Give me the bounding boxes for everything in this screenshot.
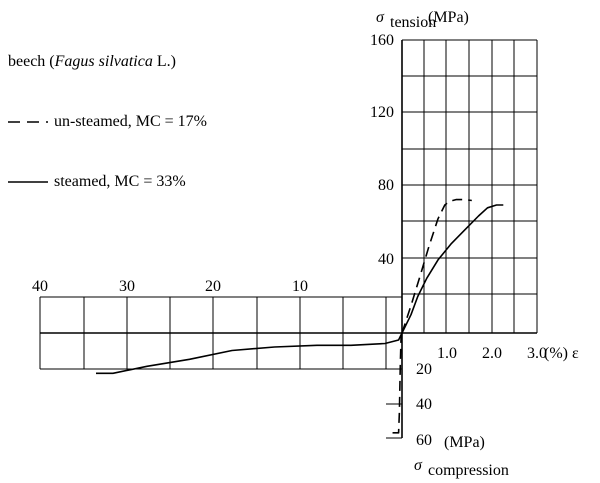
legend-title-prefix: beech ( (8, 53, 55, 70)
tension-symbol: σ (376, 9, 385, 26)
compression-stress-tick-label: 20 (416, 361, 432, 378)
tension-unit: (MPa) (428, 9, 469, 26)
compression-strain-tick-label: 10 (292, 278, 308, 295)
tension-tick-label: 160 (370, 32, 394, 49)
series-unsteamed-tension (401, 198, 472, 334)
series-steamed-tension (401, 204, 504, 334)
compression-stress-tick-label: 40 (416, 396, 432, 413)
tension-tick-label: 80 (378, 177, 394, 194)
compression-strain-tick-label: 30 (119, 278, 135, 295)
compression-strain-grid (39, 296, 537, 439)
strain-tick-label: 3.0 (527, 345, 547, 362)
compression-strain-tick-label: 20 (205, 278, 221, 295)
legend-title: beech (Fagus silvatica L.) (8, 52, 176, 72)
tension-tick-label: 40 (378, 251, 394, 268)
tension-grid (401, 39, 538, 334)
compression-symbol: σ (414, 457, 423, 474)
compression-strain-tick-label: 40 (32, 278, 48, 295)
legend-item-steamed: steamed, MC = 33% (54, 173, 186, 190)
strain-tick-label: 2.0 (482, 345, 502, 362)
compression-unit: (MPa) (444, 434, 485, 451)
tension-subscript: tension (390, 14, 436, 31)
data-series (96, 198, 504, 434)
legend-title-suffix: L.) (152, 53, 176, 70)
series-unsteamed-compression (389, 332, 403, 434)
strain-axis-label: (%) ε (544, 345, 579, 362)
series-steamed-compression (96, 332, 403, 375)
strain-tick-label: 1.0 (437, 345, 457, 362)
tick-labels: 40 80 120 160 20 40 60 40 30 20 10 1.0 2.0 3.0 (32, 32, 547, 449)
legend-title-species: Fagus silvatica (54, 53, 153, 70)
legend-item-unsteamed: un-steamed, MC = 17% (54, 113, 207, 130)
compression-stress-tick-label: 60 (416, 432, 432, 449)
compression-subscript: compression (428, 462, 509, 479)
tension-tick-label: 120 (370, 104, 394, 121)
